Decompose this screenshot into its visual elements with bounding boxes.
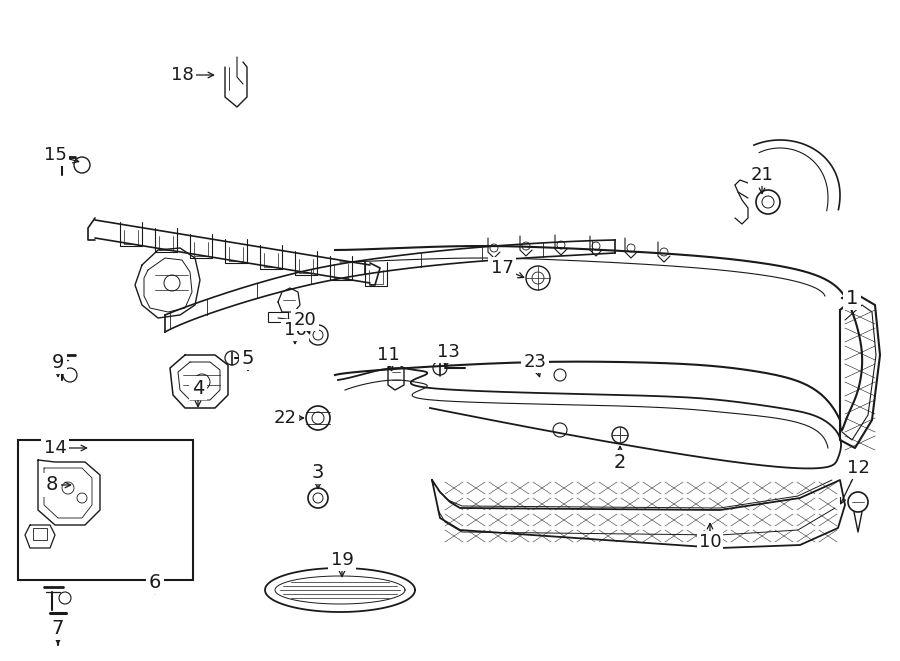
Text: 1: 1 xyxy=(846,288,859,307)
Text: 22: 22 xyxy=(274,409,296,427)
Text: 11: 11 xyxy=(376,346,400,364)
Text: 7: 7 xyxy=(52,619,64,637)
Text: 19: 19 xyxy=(330,551,354,569)
Text: 17: 17 xyxy=(491,259,513,277)
Bar xyxy=(33,528,47,540)
Text: 2: 2 xyxy=(614,453,626,471)
Text: 14: 14 xyxy=(43,439,67,457)
Text: 12: 12 xyxy=(847,459,869,477)
Text: 16: 16 xyxy=(284,321,306,339)
Bar xyxy=(18,440,193,580)
Text: 8: 8 xyxy=(46,475,58,494)
Text: 5: 5 xyxy=(242,348,254,368)
Text: 15: 15 xyxy=(43,146,67,164)
Text: 13: 13 xyxy=(436,343,459,361)
Text: 20: 20 xyxy=(293,311,317,329)
Text: 9: 9 xyxy=(52,352,64,371)
Text: 23: 23 xyxy=(524,353,546,371)
Text: 18: 18 xyxy=(171,66,194,84)
Text: 6: 6 xyxy=(148,572,161,592)
Bar xyxy=(268,312,288,322)
Text: 4: 4 xyxy=(192,379,204,397)
Text: 3: 3 xyxy=(311,463,324,481)
Text: 21: 21 xyxy=(751,166,773,184)
Text: 10: 10 xyxy=(698,533,721,551)
